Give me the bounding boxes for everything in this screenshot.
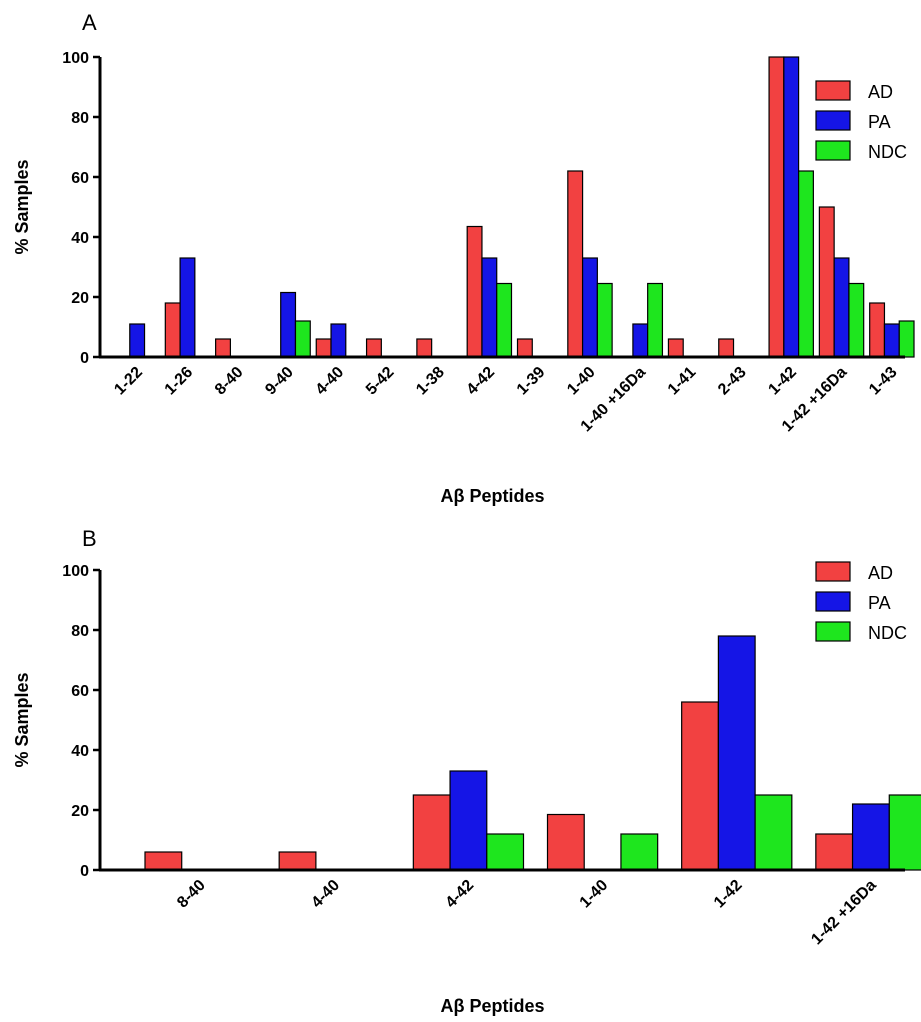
bar-pa-1-42 [717, 635, 756, 871]
bar-ndc-1-42+16Da [888, 794, 921, 871]
x-tick-label: 1-42 [711, 877, 746, 912]
x-axis-title: Aβ Peptides [440, 996, 544, 1016]
legend-swatch-ad [815, 80, 851, 101]
x-tick-label: 1-40 [564, 364, 599, 399]
y-tick-label: 20 [71, 290, 89, 307]
bar-ad-1-42+16Da [818, 206, 835, 358]
chart-panel-a: A 0 20 40 60 80 100 1-22 1-26 8-40 9-40 4-40 5-42 1-3… [12, 10, 915, 506]
x-tick-label: 4-40 [313, 364, 348, 399]
legend-label-ad: AD [868, 563, 893, 583]
x-tick-label: 1-40 [577, 877, 612, 912]
bar-ndc-1-42 [798, 170, 814, 358]
bar-ndc-1-43 [898, 320, 915, 358]
y-tick-label: 80 [71, 623, 89, 640]
x-tick-label: 8-40 [174, 877, 209, 912]
legend-swatch-ndc [815, 621, 851, 642]
bar-ndc-1-42+16Da [848, 282, 865, 358]
x-tick-label: 1-41 [665, 364, 700, 399]
legend: AD PA NDC [815, 80, 907, 162]
bar-ad-4-42 [412, 794, 451, 871]
y-tick-label: 80 [71, 110, 89, 127]
panel-label: B [82, 526, 97, 551]
y-tick-label: 100 [62, 50, 89, 67]
y-tick-label: 100 [62, 563, 89, 580]
bar-ad-4-40 [278, 851, 317, 871]
bar-ad-8-40 [144, 851, 183, 871]
bar-pa-4-42 [481, 257, 498, 358]
panel-label: A [82, 10, 97, 35]
y-tick-label: 20 [71, 803, 89, 820]
bar-ad-1-42+16Da [815, 833, 854, 871]
bar-pa-1-43 [883, 323, 900, 358]
legend-swatch-ad [815, 561, 851, 582]
bar-ndc-1-40+16Da [647, 282, 664, 358]
bar-ad-1-41 [667, 338, 684, 358]
x-tick-label: 4-40 [308, 877, 343, 912]
x-tick-label: 8-40 [212, 364, 247, 399]
bar-ndc-4-42 [486, 833, 525, 871]
y-tick-label: 40 [71, 743, 89, 760]
x-tick-label: 5-42 [363, 364, 398, 399]
bar-ad-1-40 [567, 170, 584, 358]
legend-swatch-pa [815, 110, 851, 131]
chart-panel-b: B 0 20 40 60 80 100 8-40 4-40 4-42 1-40 1-42 1-42 +1… [12, 526, 921, 1016]
legend-label-ndc: NDC [868, 142, 907, 162]
bar-pa-9-40 [280, 291, 297, 358]
bar-ndc-9-40 [294, 320, 311, 358]
bar-pa-1-42 [783, 56, 800, 358]
y-tick-label: 40 [71, 230, 89, 247]
x-tick-label: 1-22 [111, 364, 146, 399]
bar-ad-1-38 [416, 338, 433, 358]
x-tick-label: 1-26 [162, 364, 197, 399]
bar-ad-1-43 [869, 302, 886, 358]
bar-ndc-1-42 [754, 794, 793, 871]
x-tick-label: 9-40 [262, 364, 297, 399]
x-tick-label: 4-42 [464, 364, 499, 399]
legend-label-pa: PA [868, 112, 891, 132]
bar-pa-1-26 [179, 257, 196, 358]
bar-pa-4-40 [330, 323, 347, 358]
y-tick-label: 60 [71, 170, 89, 187]
legend-label-ad: AD [868, 82, 893, 102]
y-tick-label: 0 [80, 350, 89, 367]
bar-ad-4-42 [466, 225, 483, 358]
x-tick-label: 1-43 [866, 364, 901, 399]
bar-pa-4-42 [449, 770, 488, 871]
bar-ad-1-42 [681, 701, 719, 871]
bar-ad-1-42 [768, 56, 785, 358]
bar-ad-8-40 [215, 338, 231, 358]
bar-pa-1-42+16Da [833, 257, 850, 358]
bar-ad-5-42 [365, 338, 382, 358]
legend-label-ndc: NDC [868, 623, 907, 643]
bar-pa-1-22 [129, 323, 146, 358]
legend: AD PA NDC [815, 561, 907, 643]
legend-label-pa: PA [868, 593, 891, 613]
bar-ad-1-26 [164, 302, 181, 358]
x-axis-title: Aβ Peptides [440, 486, 544, 506]
x-tick-label: 1-39 [514, 364, 549, 399]
bar-ad-1-40 [546, 813, 585, 871]
y-axis-title: % Samples [12, 159, 32, 254]
x-tick-label: 4-42 [443, 877, 478, 912]
x-tick-label: 1-42 +16Da [808, 877, 880, 949]
bar-ad-1-39 [516, 338, 533, 358]
x-tick-label: 1-38 [413, 364, 448, 399]
legend-swatch-ndc [815, 140, 851, 161]
bar-ndc-1-40 [620, 833, 659, 871]
bar-ndc-4-42 [496, 282, 513, 358]
bar-ad-2-43 [718, 338, 735, 358]
bar-pa-1-42+16Da [851, 803, 890, 871]
x-tick-label: 1-42 [765, 364, 800, 399]
bar-pa-1-40+16Da [632, 323, 649, 358]
bar-ndc-1-40 [596, 282, 613, 358]
y-tick-label: 0 [80, 863, 89, 880]
legend-swatch-pa [815, 591, 851, 612]
y-tick-label: 60 [71, 683, 89, 700]
y-axis-title: % Samples [12, 672, 32, 767]
bar-ad-4-40 [315, 338, 332, 358]
bar-pa-1-40 [581, 257, 598, 358]
x-tick-label: 2-43 [715, 364, 750, 399]
